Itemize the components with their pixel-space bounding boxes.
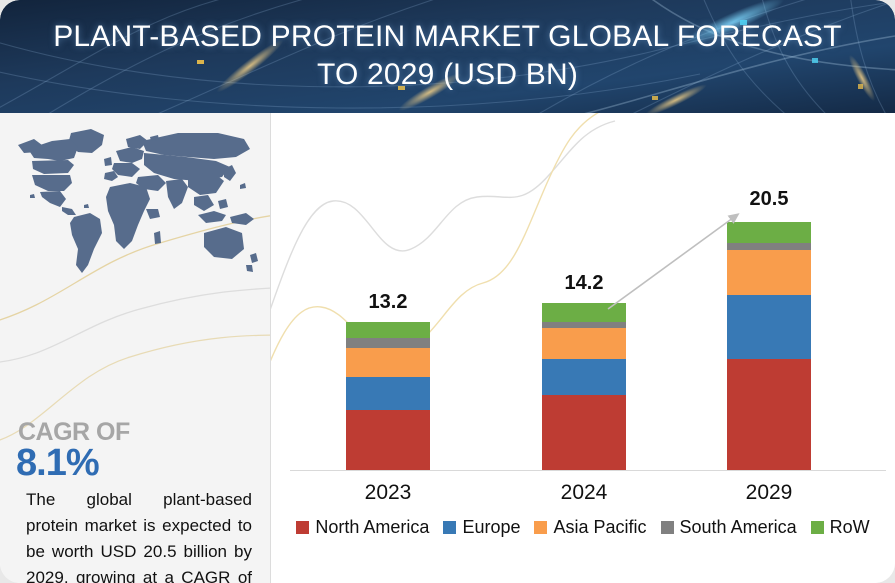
header-title-line2: TO 2029 (USD BN) bbox=[316, 58, 579, 91]
legend-item-row[interactable]: RoW bbox=[810, 517, 870, 538]
legend-swatch-icon bbox=[296, 521, 310, 534]
bar-value-2024: 14.2 bbox=[564, 272, 604, 294]
cagr-label: CAGR OF bbox=[18, 418, 130, 446]
bar-segment-europe bbox=[727, 295, 811, 359]
bar-segment-south-america bbox=[542, 322, 626, 328]
bar-segment-north-america bbox=[727, 359, 811, 470]
legend-item-asia-pacific[interactable]: Asia Pacific bbox=[534, 517, 647, 538]
header-background-pattern bbox=[0, 0, 895, 113]
legend-swatch-icon bbox=[810, 521, 824, 534]
x-axis-label-2023: 2023 bbox=[364, 481, 412, 504]
bar-segment-asia-pacific bbox=[346, 348, 430, 377]
legend-item-south-america[interactable]: South America bbox=[660, 517, 797, 538]
bar-segment-row bbox=[727, 222, 811, 243]
legend-item-europe[interactable]: Europe bbox=[443, 517, 520, 538]
legend-swatch-icon bbox=[660, 521, 674, 534]
summary-panel: CAGR OF 8.1% The global plant-based prot… bbox=[0, 113, 271, 583]
world-map-svg bbox=[18, 129, 258, 273]
bar-value-2029: 20.5 bbox=[749, 188, 789, 210]
header-title-line1: PLANT-BASED PROTEIN MARKET GLOBAL FORECA… bbox=[53, 20, 842, 53]
header-banner: PLANT-BASED PROTEIN MARKET GLOBAL FORECA… bbox=[0, 0, 895, 113]
legend-label: RoW bbox=[829, 517, 870, 537]
chart-panel: 13.2 2023 14.2 2024 20.5 2029 bbox=[271, 113, 895, 583]
world-map-icon bbox=[8, 125, 263, 290]
x-axis-label-2024: 2024 bbox=[560, 481, 608, 504]
bar-2029[interactable] bbox=[727, 222, 811, 470]
chart-background-curves bbox=[271, 113, 616, 362]
bar-segment-north-america bbox=[346, 410, 430, 470]
summary-description: The global plant-based protein market is… bbox=[26, 490, 252, 583]
bar-segment-north-america bbox=[542, 395, 626, 470]
legend-swatch-icon bbox=[534, 521, 548, 534]
legend-label: Europe bbox=[462, 517, 521, 537]
bar-segment-south-america bbox=[346, 338, 430, 348]
bar-2024[interactable] bbox=[542, 303, 626, 470]
legend-swatch-icon bbox=[443, 521, 457, 534]
legend-item-north-america[interactable]: North America bbox=[296, 517, 429, 538]
bar-segment-asia-pacific bbox=[542, 328, 626, 359]
legend-label: Asia Pacific bbox=[553, 517, 647, 537]
bar-value-2023: 13.2 bbox=[368, 291, 408, 313]
bar-segment-asia-pacific bbox=[727, 250, 811, 295]
bar-segment-row bbox=[346, 322, 430, 338]
bar-2023[interactable] bbox=[346, 322, 430, 470]
page-title: PLANT-BASED PROTEIN MARKET GLOBAL FORECA… bbox=[0, 18, 895, 94]
bar-segment-europe bbox=[542, 359, 626, 395]
bar-segment-europe bbox=[346, 377, 430, 410]
legend-label: South America bbox=[679, 517, 797, 537]
chart-legend: North America Europe Asia Pacific South … bbox=[271, 517, 895, 538]
bar-segment-row bbox=[542, 303, 626, 322]
growth-arrow-icon bbox=[607, 213, 740, 310]
legend-label: North America bbox=[315, 517, 430, 537]
x-axis-line bbox=[290, 470, 886, 471]
bar-segment-south-america bbox=[727, 243, 811, 250]
cagr-value: 8.1% bbox=[16, 442, 100, 484]
x-axis-label-2029: 2029 bbox=[745, 481, 793, 504]
